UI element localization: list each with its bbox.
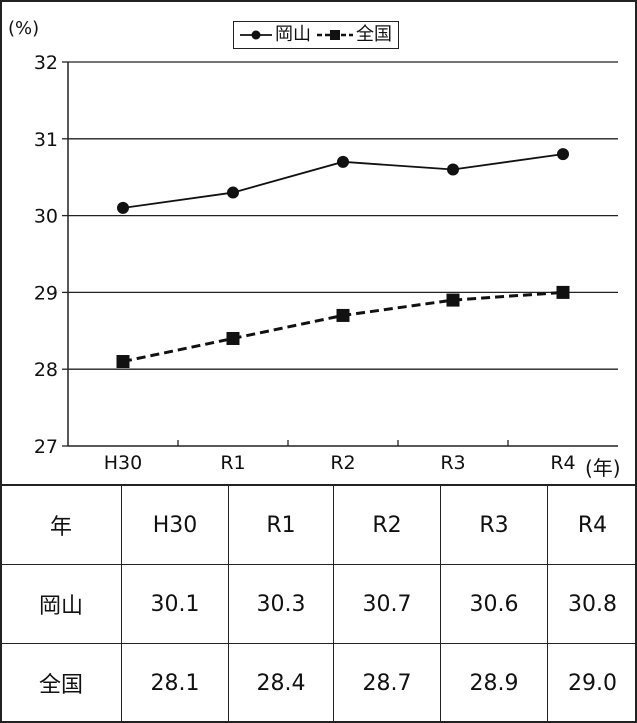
y-axis-unit-label: (%) xyxy=(8,18,40,39)
table-row-label: 全国 xyxy=(0,643,122,723)
table-header-row: 年 H30 R1 R2 R3 R4 xyxy=(0,484,637,566)
data-point-circle xyxy=(447,163,459,176)
y-tick-label: 30 xyxy=(34,206,58,228)
table-cell: 30.1 xyxy=(121,564,229,645)
data-point-square xyxy=(226,331,240,345)
table-row: 岡山 30.1 30.3 30.7 30.6 30.8 xyxy=(0,564,637,645)
table-row: 全国 28.1 28.4 28.7 28.9 29.0 xyxy=(0,643,637,723)
y-tick-label: 32 xyxy=(34,52,58,74)
data-point-square xyxy=(116,355,130,369)
table-cell: 28.7 xyxy=(333,643,441,723)
legend-item-zenkoku: 全国 xyxy=(317,26,392,44)
table-cell: 30.7 xyxy=(333,564,441,645)
x-tick-label: R3 xyxy=(440,452,465,474)
legend-marker-circle-solid xyxy=(240,30,272,40)
legend-item-okayama: 岡山 xyxy=(240,26,311,44)
table-cell: 28.1 xyxy=(121,643,229,723)
x-axis-unit-label: (年) xyxy=(585,456,621,480)
x-tick-label: H30 xyxy=(104,452,142,474)
table-cell: 30.3 xyxy=(228,564,334,645)
data-point-circle xyxy=(227,186,239,199)
legend-label-okayama: 岡山 xyxy=(275,24,311,45)
chart-legend: 岡山 全国 xyxy=(233,21,399,49)
x-tick-label: R1 xyxy=(220,452,245,474)
table-header-cell: H30 xyxy=(121,484,229,566)
legend-label-zenkoku: 全国 xyxy=(356,24,392,45)
table-header-cell: R3 xyxy=(440,484,548,566)
table-cell: 28.4 xyxy=(228,643,334,723)
table-cell: 29.0 xyxy=(547,643,637,723)
line-chart: 27 28 29 30 31 32 H30 R1 R2 R3 R4 xyxy=(34,52,618,474)
data-point-circle xyxy=(117,201,129,214)
table-header-cell: 年 xyxy=(0,484,122,566)
series-line-1 xyxy=(122,290,564,363)
data-point-square xyxy=(336,308,350,322)
y-tick-label: 27 xyxy=(34,436,58,458)
table-header-cell: R2 xyxy=(333,484,441,566)
table-cell: 30.6 xyxy=(440,564,548,645)
table-header-cell: R4 xyxy=(547,484,637,566)
data-table: 年 H30 R1 R2 R3 R4 岡山 30.1 30.3 30.7 30.6… xyxy=(0,484,637,723)
table-cell: 30.8 xyxy=(547,564,637,645)
table-header-cell: R1 xyxy=(228,484,334,566)
data-point-square xyxy=(556,285,570,299)
data-point-circle xyxy=(337,155,349,168)
data-point-square xyxy=(446,293,460,307)
y-tick-label: 29 xyxy=(34,282,58,304)
x-tick-label: R4 xyxy=(550,452,575,474)
table-cell: 28.9 xyxy=(440,643,548,723)
y-tick-label: 31 xyxy=(34,129,58,151)
legend-marker-square-dashed xyxy=(317,30,353,40)
data-point-circle xyxy=(557,148,569,161)
x-tick-label: R2 xyxy=(330,452,355,474)
table-row-label: 岡山 xyxy=(0,564,122,645)
y-tick-label: 28 xyxy=(34,359,58,381)
